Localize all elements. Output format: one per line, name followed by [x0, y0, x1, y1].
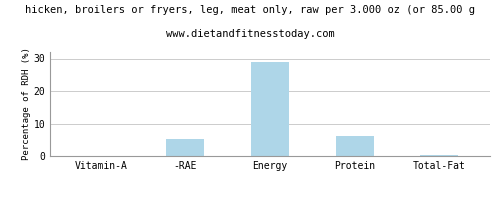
- Bar: [420, 155, 459, 156]
- Bar: [251, 62, 289, 156]
- Text: hicken, broilers or fryers, leg, meat only, raw per 3.000 oz (or 85.00 g: hicken, broilers or fryers, leg, meat on…: [25, 5, 475, 15]
- Bar: [166, 139, 204, 156]
- Y-axis label: Percentage of RDH (%): Percentage of RDH (%): [22, 48, 30, 160]
- Text: www.dietandfitnesstoday.com: www.dietandfitnesstoday.com: [166, 29, 334, 39]
- Bar: [336, 136, 374, 156]
